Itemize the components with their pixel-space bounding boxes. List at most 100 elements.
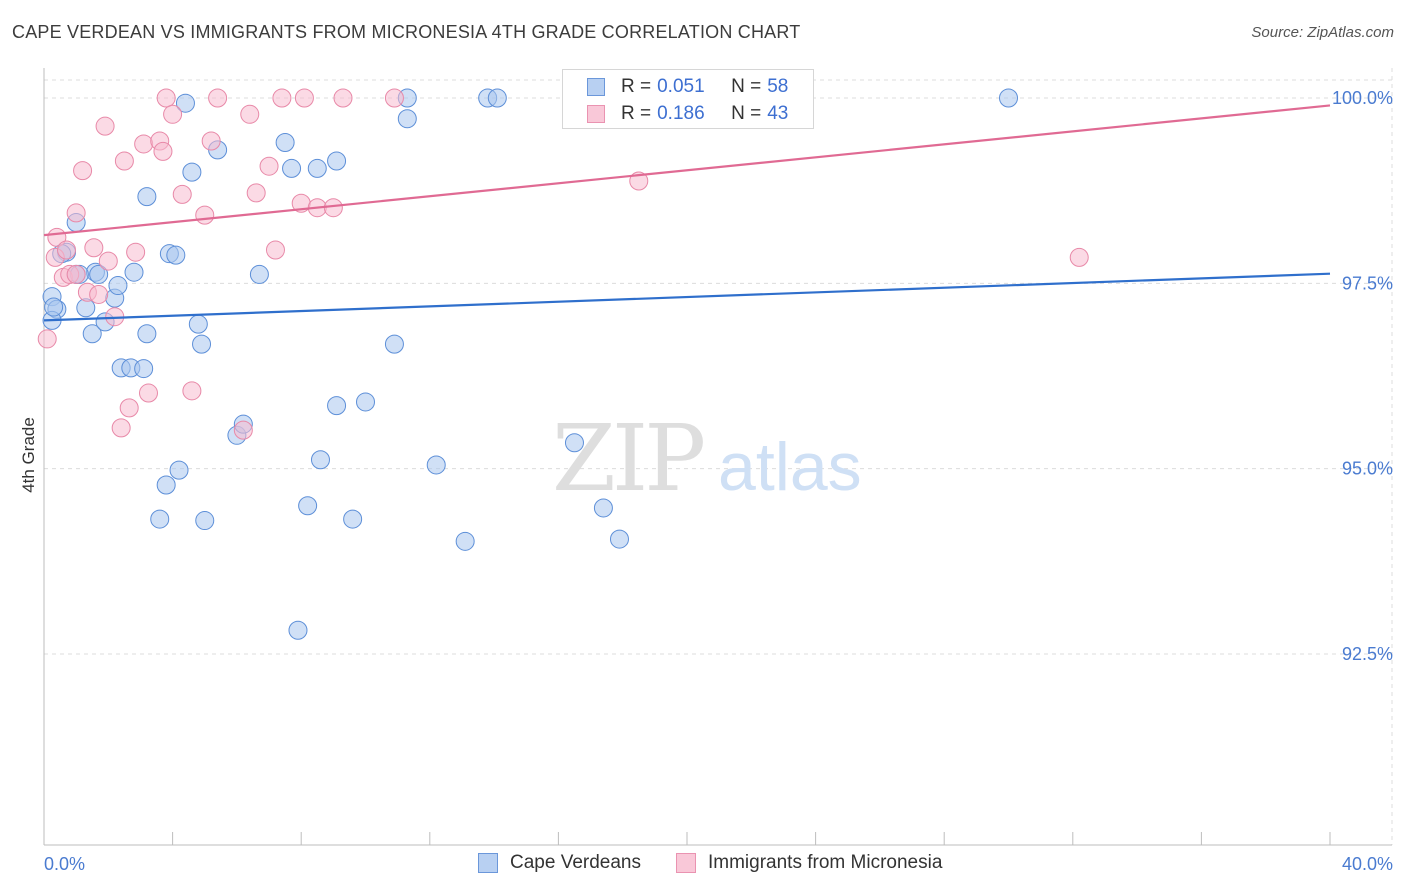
data-point[interactable] [282,158,302,178]
data-point[interactable] [593,498,613,518]
data-point[interactable] [138,383,158,403]
data-point[interactable] [1069,247,1089,267]
data-point[interactable] [89,264,109,284]
data-point[interactable] [343,509,363,529]
correlation-legend: R = 0.051 N = 58 R = 0.186 N = 43 [562,69,814,129]
data-point[interactable] [246,183,266,203]
y-tick-label: 100.0% [1332,88,1393,108]
legend-n-label: N = [731,103,762,124]
data-point[interactable] [188,314,208,334]
y-tick-label: 97.5% [1342,273,1393,293]
data-point[interactable] [195,511,215,531]
data-point[interactable] [487,88,507,108]
data-point[interactable] [999,88,1018,108]
legend-swatch-blue [478,853,498,873]
data-point[interactable] [182,162,202,182]
legend-swatch-pink [676,853,696,873]
data-point[interactable] [66,203,86,223]
series-legend: Cape Verdeans Immigrants from Micronesia [0,852,1406,878]
data-point[interactable] [172,184,192,204]
data-point[interactable] [169,460,189,480]
data-point[interactable] [156,88,176,108]
data-point[interactable] [98,251,118,271]
data-point[interactable] [233,420,253,440]
data-point[interactable] [327,151,347,171]
data-point[interactable] [564,433,584,453]
data-point[interactable] [265,240,285,260]
data-point[interactable] [201,131,221,151]
legend-item-cape-verdeans[interactable]: Cape Verdeans [478,852,641,874]
watermark-atlas: atlas [718,429,862,505]
x-tick-label: 40.0% [1342,854,1393,874]
data-point[interactable] [163,104,183,124]
data-point[interactable] [249,264,269,284]
data-point[interactable] [153,141,173,161]
data-point[interactable] [192,334,212,354]
data-point[interactable] [134,359,154,379]
source-credit: Source: ZipAtlas.com [1251,24,1394,41]
data-point[interactable] [333,88,353,108]
data-point[interactable] [195,205,215,225]
chart-title: CAPE VERDEAN VS IMMIGRANTS FROM MICRONES… [12,22,801,42]
data-point[interactable] [275,132,295,152]
data-point[interactable] [84,238,104,258]
data-point[interactable] [288,620,308,640]
data-point[interactable] [57,240,77,260]
data-point[interactable] [426,455,446,475]
data-point[interactable] [150,509,170,529]
data-point[interactable] [95,116,115,136]
legend-label: Cape Verdeans [510,852,641,873]
legend-label: Immigrants from Micronesia [708,852,943,873]
data-point[interactable] [108,276,128,296]
data-point[interactable] [298,496,318,516]
legend-row-cape-verdeans: R = 0.051 N = 58 [587,76,788,98]
data-point[interactable] [609,529,629,549]
y-tick-label: 92.5% [1342,644,1393,664]
legend-item-micronesia[interactable]: Immigrants from Micronesia [676,852,942,874]
data-point[interactable] [124,262,144,282]
data-point[interactable] [307,158,327,178]
data-point[interactable] [111,418,131,438]
watermark: ZIP atlas [552,405,862,512]
data-point[interactable] [182,381,202,401]
data-point[interactable] [384,334,404,354]
data-point[interactable] [44,297,64,317]
source-link[interactable]: ZipAtlas.com [1307,24,1394,41]
data-points [37,88,1089,640]
data-point[interactable] [37,329,57,349]
y-tick-label: 95.0% [1342,459,1393,479]
legend-r-label: R = [621,76,652,97]
watermark-zip: ZIP [552,405,703,512]
data-point[interactable] [397,109,417,129]
data-point[interactable] [119,398,139,418]
data-point[interactable] [327,396,347,416]
data-point[interactable] [66,264,86,284]
data-point[interactable] [156,475,176,495]
data-point[interactable] [240,104,260,124]
data-point[interactable] [134,134,154,154]
data-point[interactable] [259,156,279,176]
data-point[interactable] [323,198,343,218]
data-point[interactable] [294,88,314,108]
data-point[interactable] [114,151,134,171]
data-point[interactable] [73,161,93,181]
data-point[interactable] [126,242,146,262]
y-axis-label: 4th Grade [19,417,38,493]
data-point[interactable] [384,88,404,108]
data-point[interactable] [175,93,195,113]
data-point[interactable] [356,392,375,412]
data-point[interactable] [455,531,475,551]
data-point[interactable] [82,324,102,344]
data-point[interactable] [208,88,228,108]
legend-r-value: 0.051 [657,76,705,97]
data-point[interactable] [137,187,157,207]
legend-r-label: R = [621,103,652,124]
data-point[interactable] [166,245,186,265]
data-point[interactable] [310,450,330,470]
trend-lines [43,104,1331,322]
data-point[interactable] [272,88,292,108]
data-point[interactable] [137,324,157,344]
axes [43,68,1392,846]
data-point[interactable] [89,284,109,304]
